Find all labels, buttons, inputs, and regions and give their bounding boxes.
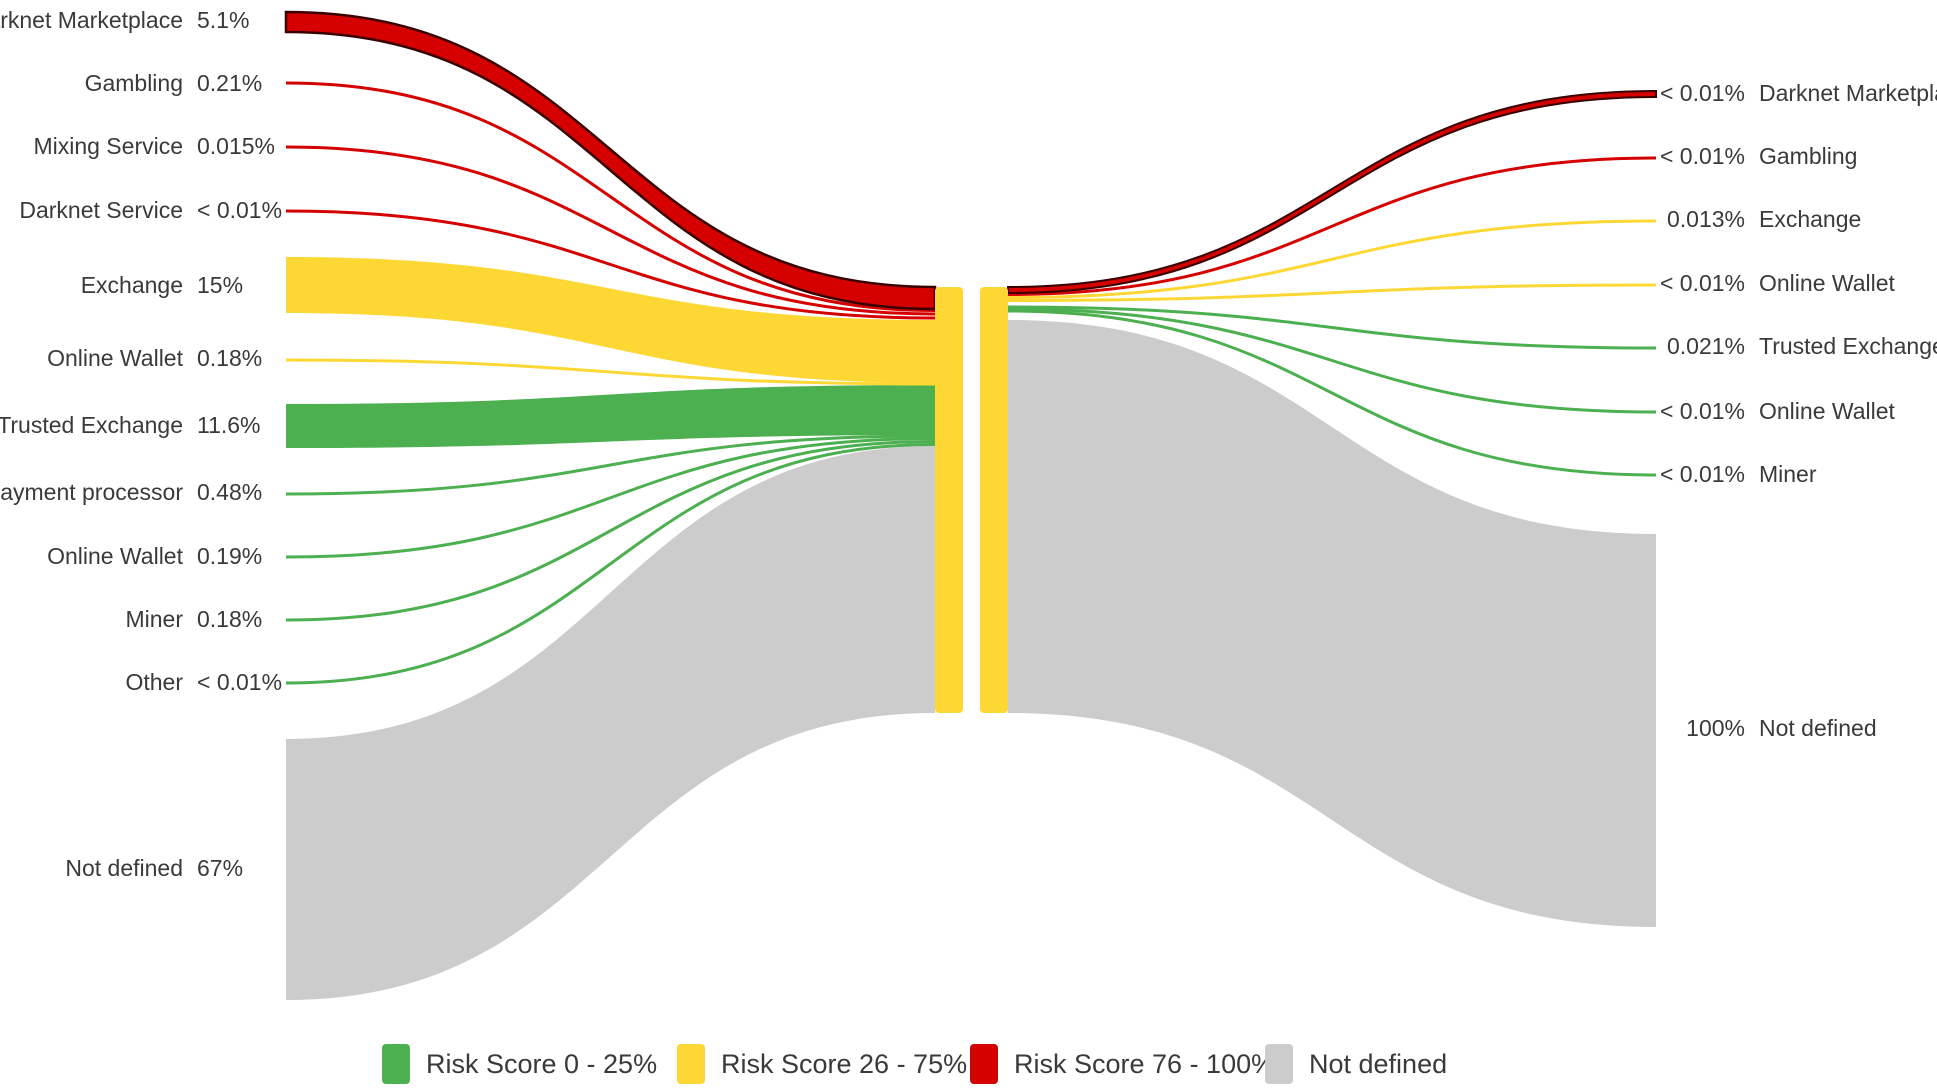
right-flows (1007, 89, 1657, 927)
right-label-darknet-marketplace: Darknet Marketplace (1759, 80, 1937, 106)
left-pct-online-wallet: 0.19% (197, 543, 262, 569)
left-pct-gambling: 0.21% (197, 70, 262, 96)
right-flow-not-defined (1008, 320, 1656, 927)
right-labels: < 0.01% Darknet Marketplace < 0.01% Gamblin… (1660, 80, 1937, 741)
left-pct-darknet-marketplace: 5.1% (197, 7, 249, 33)
left-label-not-defined: Not defined (65, 855, 183, 881)
left-label-gambling: Gambling (85, 70, 183, 96)
left-flow-payment-processor (285, 434, 936, 496)
right-pct-not-defined: 100% (1686, 715, 1745, 741)
legend-swatch (382, 1044, 410, 1084)
right-label-gambling: Gambling (1759, 143, 1857, 169)
right-pct-gambling: < 0.01% (1660, 143, 1745, 169)
legend-label: Risk Score 76 - 100% (1014, 1049, 1275, 1079)
left-pct-mixing-service: 0.015% (197, 133, 275, 159)
right-pct-darknet-marketplace: < 0.01% (1660, 80, 1745, 106)
right-flow-online-wallet (1007, 283, 1657, 302)
left-label-miner: Miner (125, 606, 183, 632)
right-pct-online-wallet: < 0.01% (1660, 398, 1745, 424)
center-node-right (980, 287, 1008, 713)
left-pct-other: < 0.01% (197, 669, 282, 695)
left-flow-not-defined (286, 446, 935, 1000)
left-label-darknet-marketplace: Darknet Marketplace (0, 7, 183, 33)
legend: Risk Score 0 - 25% Risk Score 26 - 75% Ris… (382, 1044, 1447, 1084)
left-flow-other (285, 443, 936, 685)
left-flow-online-wallet (285, 437, 936, 559)
left-flow-exchange (286, 257, 935, 383)
legend-label: Risk Score 0 - 25% (426, 1049, 657, 1079)
left-label-other: Other (125, 669, 183, 695)
legend-swatch (1265, 1044, 1293, 1084)
left-pct-darknet-service: < 0.01% (197, 197, 282, 223)
legend-label: Not defined (1309, 1049, 1447, 1079)
left-label-online-wallet: Online Wallet (47, 543, 184, 569)
left-pct-trusted-exchange: 11.6% (197, 412, 261, 438)
right-flow-online-wallet (1007, 307, 1657, 414)
left-flow-darknet-service (285, 209, 936, 320)
left-flow-miner (285, 440, 936, 622)
right-flow-trusted-exchange (1007, 305, 1657, 350)
left-flow-trusted-exchange (286, 385, 935, 448)
right-pct-exchange: 0.013% (1667, 206, 1745, 232)
right-pct-online-wallet: < 0.01% (1660, 270, 1745, 296)
left-flow-mixing-service (285, 145, 936, 316)
left-label-trusted-exchange: Trusted Exchange (0, 412, 183, 438)
left-label-mixing-service: Mixing Service (33, 133, 183, 159)
left-pct-exchange: 15% (197, 272, 243, 298)
right-pct-trusted-exchange: 0.021% (1667, 333, 1745, 359)
right-flow-miner (1007, 309, 1657, 477)
right-label-not-defined: Not defined (1759, 715, 1877, 741)
left-label-darknet-service: Darknet Service (19, 197, 183, 223)
right-label-online-wallet: Online Wallet (1759, 398, 1896, 424)
left-pct-payment-processor: 0.48% (197, 479, 262, 505)
legend-item-risk-score-0-25: Risk Score 0 - 25% (382, 1044, 657, 1084)
legend-item-not-defined: Not defined (1265, 1044, 1447, 1084)
legend-swatch (970, 1044, 998, 1084)
right-flow-gambling (1007, 156, 1657, 296)
legend-label: Risk Score 26 - 75% (721, 1049, 967, 1079)
left-label-exchange: Exchange (81, 272, 183, 298)
right-label-miner: Miner (1759, 461, 1817, 487)
legend-swatch (677, 1044, 705, 1084)
left-flow-gambling (285, 81, 936, 312)
legend-item-risk-score-26-75: Risk Score 26 - 75% (677, 1044, 967, 1084)
left-label-payment-processor: Payment processor (0, 479, 183, 505)
right-label-online-wallet: Online Wallet (1759, 270, 1896, 296)
right-flow-exchange (1007, 219, 1657, 299)
legend-item-risk-score-76-100: Risk Score 76 - 100% (970, 1044, 1275, 1084)
left-pct-not-defined: 67% (197, 855, 243, 881)
left-label-online-wallet: Online Wallet (47, 345, 184, 371)
right-pct-miner: < 0.01% (1660, 461, 1745, 487)
left-pct-miner: 0.18% (197, 606, 262, 632)
left-flow-online-wallet (285, 358, 936, 386)
left-labels: Darknet Marketplace 5.1% Gambling 0.21% Mixi… (0, 7, 282, 881)
left-pct-online-wallet: 0.18% (197, 345, 262, 371)
right-flow-darknet-marketplace (1007, 89, 1657, 295)
center-node-left (935, 287, 963, 713)
left-flows (284, 10, 937, 1000)
right-label-trusted-exchange: Trusted Exchange (1759, 333, 1937, 359)
right-label-exchange: Exchange (1759, 206, 1861, 232)
